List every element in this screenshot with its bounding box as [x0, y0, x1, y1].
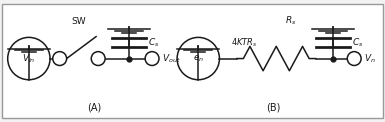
Text: $C_s$: $C_s$ — [148, 36, 160, 49]
Ellipse shape — [53, 52, 67, 66]
Text: $e_n$: $e_n$ — [193, 53, 204, 64]
FancyBboxPatch shape — [2, 4, 383, 118]
Text: $V_{in}$: $V_{in}$ — [22, 52, 36, 65]
Text: $4KTR_s$: $4KTR_s$ — [231, 36, 258, 49]
Ellipse shape — [347, 52, 361, 66]
Text: (A): (A) — [87, 102, 102, 112]
Ellipse shape — [91, 52, 105, 66]
Text: $V_{out}$: $V_{out}$ — [162, 52, 181, 65]
Text: SW: SW — [72, 17, 86, 26]
Ellipse shape — [145, 52, 159, 66]
Text: $R_s$: $R_s$ — [285, 14, 296, 27]
Text: (B): (B) — [266, 102, 281, 112]
Text: $V_n$: $V_n$ — [364, 52, 376, 65]
Text: $C_s$: $C_s$ — [352, 36, 364, 49]
